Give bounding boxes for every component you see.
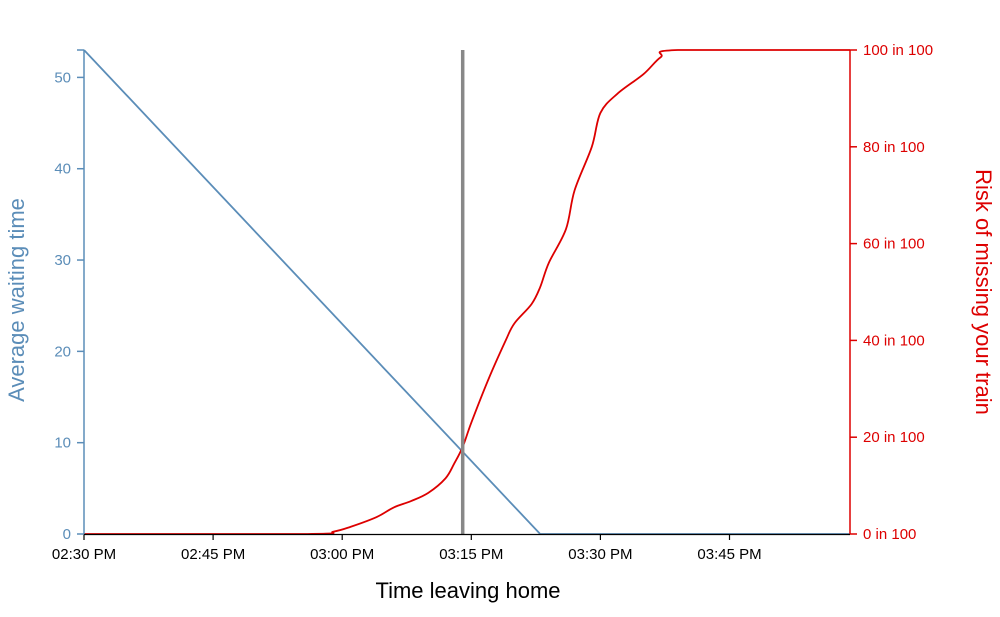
right-axis-title: Risk of missing your train bbox=[971, 169, 996, 415]
x-axis-title: Time leaving home bbox=[375, 578, 560, 603]
left-tick-label: 40 bbox=[54, 161, 71, 178]
x-tick-label: 03:30 PM bbox=[568, 546, 632, 563]
right-tick-label: 20 in 100 bbox=[863, 429, 925, 446]
left-tick-label: 20 bbox=[54, 343, 71, 360]
right-tick-label: 40 in 100 bbox=[863, 332, 925, 349]
left-tick-label: 50 bbox=[54, 69, 71, 86]
waiting-time-line bbox=[83, 49, 850, 535]
left-tick-label: 0 bbox=[63, 526, 71, 543]
right-tick-label: 80 in 100 bbox=[863, 139, 925, 156]
left-tick-label: 10 bbox=[54, 435, 71, 452]
risk-line bbox=[83, 49, 850, 535]
x-tick-label: 02:45 PM bbox=[181, 546, 245, 563]
right-tick-label: 60 in 100 bbox=[863, 236, 925, 253]
left-axis-title: Average waiting time bbox=[4, 198, 29, 402]
x-tick-label: 03:15 PM bbox=[439, 546, 503, 563]
x-tick-label: 03:00 PM bbox=[310, 546, 374, 563]
right-tick-label: 0 in 100 bbox=[863, 526, 916, 543]
right-tick-label: 100 in 100 bbox=[863, 42, 933, 59]
x-tick-label: 03:45 PM bbox=[697, 546, 761, 563]
left-tick-label: 30 bbox=[54, 252, 71, 269]
x-tick-label: 02:30 PM bbox=[52, 546, 116, 563]
